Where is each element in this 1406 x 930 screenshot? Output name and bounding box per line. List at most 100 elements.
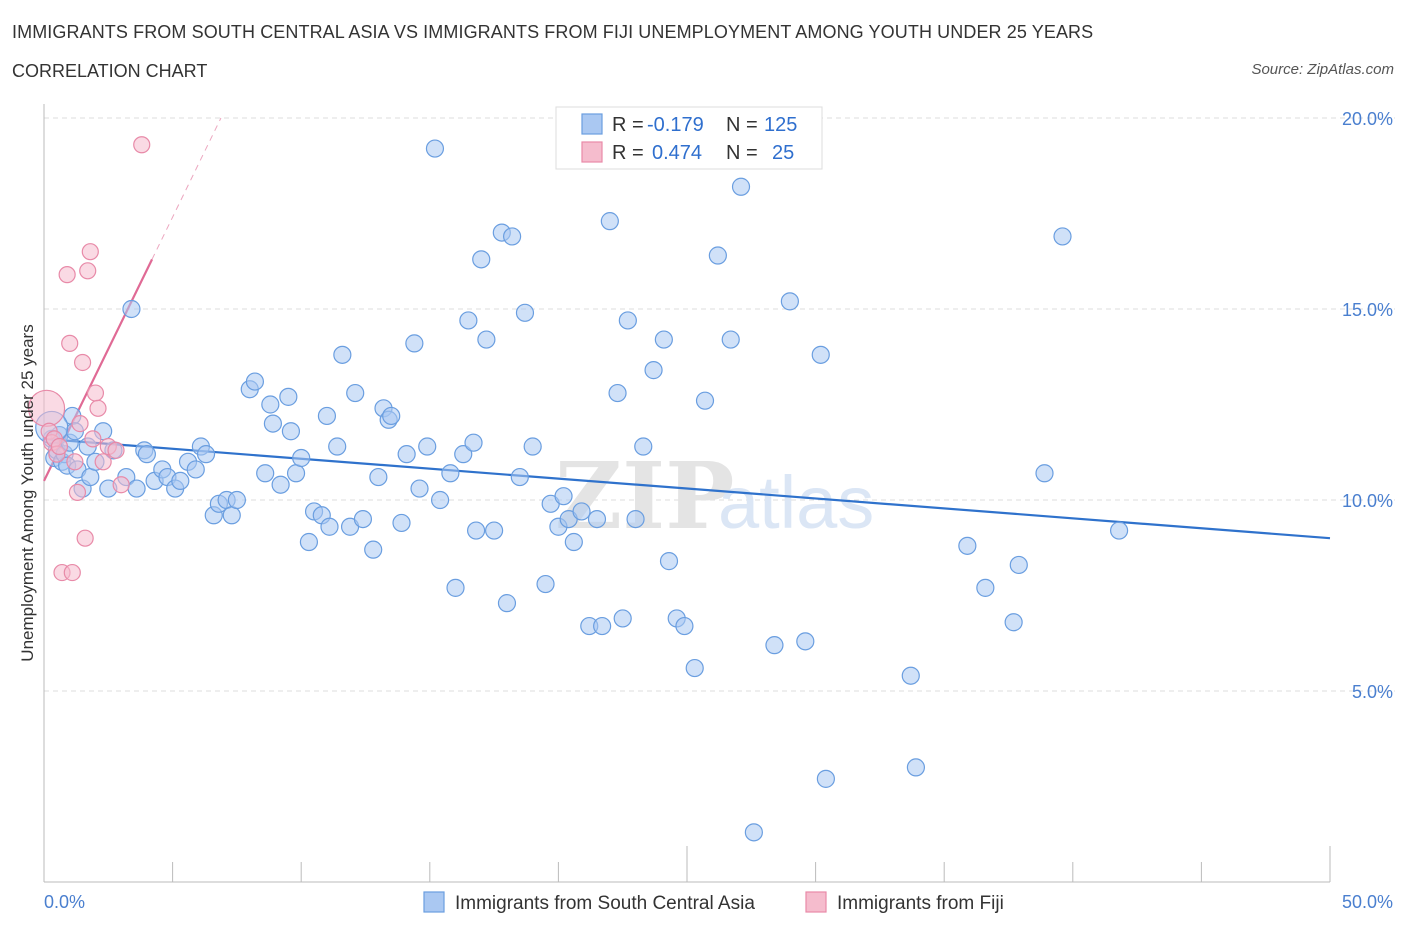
point-blue-61 [382, 406, 401, 426]
point-blue-63 [397, 445, 416, 464]
stats-legend-r-label-blue: R = [612, 114, 644, 136]
series-legend-label-blue: Immigrants from South Central Asia [455, 893, 755, 914]
point-pink-8 [61, 334, 79, 352]
point-blue-65 [410, 479, 429, 498]
stats-legend-r-value-pink: 0.474 [652, 142, 702, 164]
axes [43, 104, 1331, 883]
point-pink-22 [112, 476, 130, 494]
point-pink-24 [107, 441, 125, 459]
point-blue-42 [271, 475, 290, 494]
stats-legend-swatch-pink [581, 141, 603, 163]
point-blue-50 [317, 406, 337, 426]
y-tick-label-0: 5.0% [1352, 682, 1393, 702]
point-blue-81 [510, 467, 529, 487]
point-blue-43 [279, 387, 298, 406]
point-blue-119 [976, 578, 995, 597]
point-blue-76 [477, 330, 496, 349]
point-blue-101 [654, 330, 673, 349]
series-south-central-asia-points [35, 139, 1129, 842]
point-pink-7 [58, 266, 76, 284]
point-blue-68 [430, 490, 450, 510]
point-pink-5 [50, 437, 69, 456]
point-blue-94 [600, 212, 619, 231]
watermark-zip: ZIP [555, 442, 734, 550]
point-blue-45 [286, 464, 306, 483]
point-blue-107 [708, 246, 727, 265]
trend-line-pink-extension [151, 117, 222, 260]
point-blue-62 [392, 513, 411, 533]
source-label: Source: ZipAtlas.com [1251, 61, 1394, 78]
point-blue-75 [472, 250, 491, 269]
point-blue-123 [1053, 227, 1072, 246]
point-blue-64 [405, 334, 424, 353]
stats-legend-r-value-blue: -0.179 [647, 114, 704, 136]
point-blue-36 [227, 490, 246, 510]
point-blue-53 [333, 345, 352, 364]
watermark-atlas: atlas [718, 461, 874, 544]
point-blue-108 [721, 330, 740, 349]
point-blue-93 [593, 616, 612, 636]
point-blue-96 [613, 609, 632, 628]
stats-legend-n-label-pink: N = [726, 142, 758, 164]
point-pink-20 [94, 453, 112, 471]
chart-title: IMMIGRANTS FROM SOUTH CENTRAL ASIA VS IM… [12, 22, 1094, 42]
point-pink-19 [89, 399, 107, 417]
point-blue-77 [485, 521, 504, 540]
y-axis-title: Unemployment Among Youth under 25 years [18, 324, 37, 661]
point-blue-55 [346, 383, 365, 403]
point-pink-18 [86, 384, 105, 402]
point-blue-121 [1009, 555, 1028, 575]
point-blue-95 [608, 383, 627, 403]
series-legend-swatch-blue [423, 891, 445, 913]
point-blue-79 [497, 594, 517, 613]
y-tick-labels: 5.0% 10.0% 15.0% 20.0% [1342, 109, 1393, 702]
point-blue-115 [816, 769, 835, 788]
stats-legend-n-value-pink: 25 [772, 142, 794, 164]
point-blue-52 [328, 437, 347, 456]
point-blue-44 [281, 422, 301, 441]
point-blue-69 [441, 464, 460, 483]
point-blue-47 [299, 532, 319, 552]
point-pink-15 [79, 262, 97, 280]
point-pink-12 [71, 415, 89, 433]
point-blue-83 [523, 437, 542, 456]
point-blue-58 [369, 467, 388, 487]
point-blue-27 [171, 471, 190, 490]
series-legend-swatch-pink [805, 891, 827, 913]
point-blue-46 [292, 448, 311, 468]
point-blue-118 [958, 536, 977, 555]
point-blue-51 [320, 517, 339, 536]
point-blue-87 [554, 487, 573, 506]
point-blue-111 [765, 636, 784, 655]
point-blue-112 [780, 292, 799, 311]
point-blue-113 [796, 632, 815, 651]
point-blue-41 [263, 414, 283, 433]
point-blue-122 [1035, 464, 1054, 483]
point-blue-97 [618, 311, 637, 330]
series-legend: Immigrants from South Central Asia Immig… [423, 891, 1004, 914]
point-blue-31 [196, 445, 216, 464]
point-blue-109 [731, 177, 751, 196]
point-blue-66 [418, 437, 437, 456]
point-blue-72 [459, 311, 478, 330]
point-blue-29 [186, 460, 205, 479]
point-blue-19 [122, 299, 141, 319]
point-pink-10 [66, 453, 84, 471]
point-pink-9 [63, 563, 81, 582]
point-blue-40 [261, 395, 280, 414]
point-blue-74 [466, 521, 486, 540]
stats-legend-swatch-blue [581, 113, 603, 135]
point-blue-56 [353, 509, 373, 529]
point-blue-71 [454, 445, 473, 464]
series-fiji-points [27, 136, 151, 582]
point-blue-105 [685, 658, 704, 678]
point-blue-120 [1004, 613, 1023, 632]
point-blue-99 [634, 437, 653, 456]
point-blue-90 [572, 502, 591, 521]
point-pink-11 [68, 483, 87, 501]
point-blue-70 [446, 578, 465, 597]
point-blue-92 [587, 509, 607, 529]
chart-subtitle: CORRELATION CHART [12, 61, 208, 81]
x-tick-label-0: 0.0% [44, 892, 85, 912]
